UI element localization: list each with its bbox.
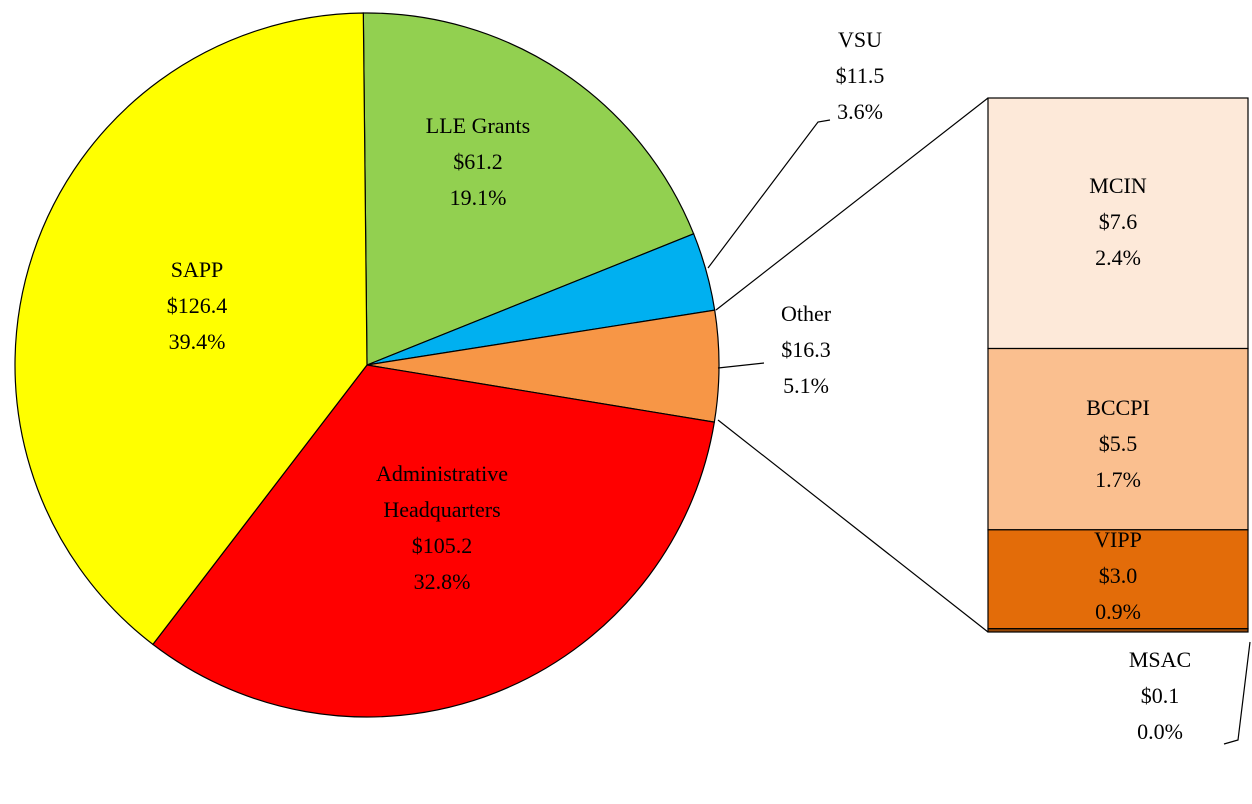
- category-label: MCIN: [1089, 173, 1147, 198]
- pie-slice: [362, 12, 695, 366]
- percent-label: 5.1%: [783, 373, 829, 398]
- value-label: $11.5: [836, 63, 885, 88]
- leader-line: [1223, 641, 1251, 745]
- value-label: $3.0: [1099, 563, 1138, 588]
- connector-line: [715, 97, 989, 311]
- percent-label: 1.7%: [1095, 467, 1141, 492]
- marks: [14, 12, 1249, 718]
- percent-label: 32.8%: [414, 569, 471, 594]
- category-label: VSU: [838, 27, 882, 52]
- bar-segment: [987, 97, 1249, 350]
- percent-label: 2.4%: [1095, 245, 1141, 270]
- category-label: Administrative Headquarters: [376, 461, 508, 522]
- connector-line: [717, 419, 989, 633]
- value-label: $7.6: [1099, 209, 1138, 234]
- bar-segment: [987, 628, 1249, 633]
- value-label: $5.5: [1099, 431, 1138, 456]
- percent-label: 3.6%: [837, 99, 883, 124]
- value-label: $16.3: [781, 337, 831, 362]
- bar-segment: [987, 529, 1249, 630]
- category-label: Other: [781, 301, 832, 326]
- category-label: SAPP: [171, 257, 224, 282]
- value-label: $105.2: [412, 533, 473, 558]
- category-label: LLE Grants: [426, 113, 530, 138]
- bar-segment: [987, 347, 1249, 531]
- labels: LLE Grants $61.2 19.1% VSU $11.5 3.6% Other $16…: [167, 27, 1191, 744]
- percent-label: 19.1%: [450, 185, 507, 210]
- category-label: BCCPI: [1086, 395, 1150, 420]
- value-label: $0.1: [1141, 683, 1180, 708]
- percent-label: 0.0%: [1137, 719, 1183, 744]
- percent-label: 0.9%: [1095, 599, 1141, 624]
- value-label: $126.4: [167, 293, 228, 318]
- value-label: $61.2: [453, 149, 503, 174]
- category-label: VIPP: [1094, 527, 1142, 552]
- category-label: MSAC: [1129, 647, 1191, 672]
- leader-line: [707, 119, 831, 269]
- pie-slice: [14, 12, 368, 646]
- pie-slice: [152, 364, 716, 718]
- leader-line: [717, 362, 765, 369]
- percent-label: 39.4%: [169, 329, 226, 354]
